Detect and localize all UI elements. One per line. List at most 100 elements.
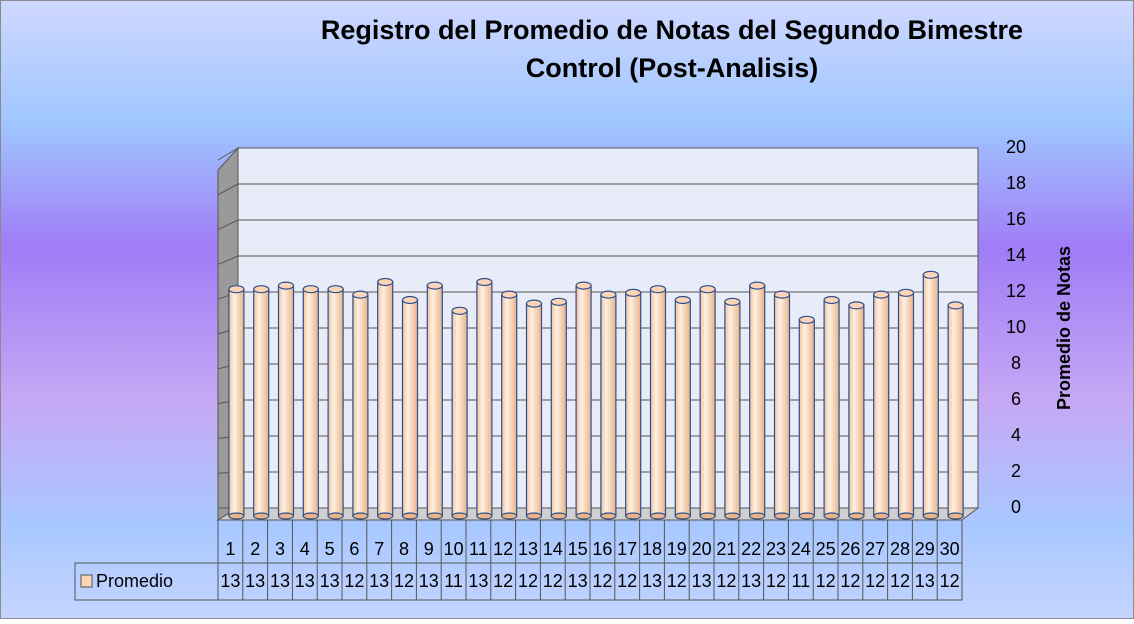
x-tick-label: 16	[592, 539, 612, 559]
bar-top	[377, 277, 394, 287]
bar-top	[302, 285, 319, 294]
value-label: 12	[543, 571, 563, 591]
bar	[724, 301, 741, 517]
bar-base	[773, 512, 791, 520]
x-tick-label: 6	[349, 539, 359, 559]
bar-base	[377, 512, 394, 520]
bar	[253, 288, 270, 517]
bar-base	[798, 512, 815, 520]
x-tick-label: 24	[791, 539, 811, 559]
bar-top	[848, 301, 865, 310]
bar-top	[476, 277, 493, 287]
bar-base	[352, 512, 369, 520]
bar-base	[426, 512, 443, 520]
x-tick-label: 9	[424, 539, 434, 559]
bar	[947, 304, 964, 517]
bar-top	[401, 295, 419, 305]
bar-base	[550, 512, 567, 520]
x-tick-label: 26	[840, 539, 860, 559]
bar	[674, 299, 691, 517]
bar-top	[749, 281, 766, 290]
bar-base	[575, 512, 592, 520]
value-label: 12	[890, 571, 910, 591]
bar	[897, 292, 915, 517]
value-label: 13	[568, 571, 588, 591]
bar	[823, 299, 840, 517]
bar-top	[525, 299, 543, 308]
y-tick-label: 10	[1006, 317, 1026, 337]
bar	[525, 303, 543, 517]
bar-base	[277, 512, 295, 520]
bar	[501, 294, 518, 517]
bar	[625, 292, 642, 517]
bar	[377, 281, 394, 517]
bar	[327, 288, 344, 517]
value-label: 12	[617, 571, 637, 591]
x-tick-label: 8	[399, 539, 409, 559]
bar-top	[451, 306, 468, 315]
bar-base	[823, 512, 840, 520]
bar-base	[600, 512, 617, 520]
grid-line	[217, 183, 239, 196]
value-label: 12	[940, 571, 960, 591]
x-tick-label: 13	[518, 539, 538, 559]
value-label: 11	[791, 571, 810, 591]
bar	[352, 294, 369, 517]
bar-top	[947, 301, 964, 310]
bar-top	[798, 315, 815, 324]
value-label: 13	[245, 571, 265, 591]
x-tick-label: 14	[543, 539, 563, 559]
chart-title: Control (Post-Analisis)	[526, 53, 819, 83]
bar-base	[228, 512, 245, 520]
bar-base	[451, 512, 468, 520]
x-tick-label: 4	[300, 539, 310, 559]
y-tick-label: 6	[1011, 389, 1021, 409]
bar-top	[922, 270, 939, 279]
bar-top	[550, 297, 567, 306]
bar-base	[327, 512, 344, 520]
bar-base	[649, 512, 667, 520]
value-label: 13	[642, 571, 662, 591]
value-label: 12	[840, 571, 860, 591]
bar	[773, 294, 791, 517]
bar	[476, 281, 493, 517]
value-label: 13	[741, 571, 761, 591]
value-label: 13	[220, 571, 240, 591]
y-tick-label: 4	[1011, 425, 1021, 445]
x-tick-label: 22	[741, 539, 761, 559]
bar-base	[525, 512, 543, 520]
value-label: 13	[692, 571, 712, 591]
x-tick-label: 21	[716, 539, 736, 559]
value-label: 12	[518, 571, 538, 591]
bars	[228, 270, 964, 520]
x-tick-label: 29	[915, 539, 935, 559]
x-tick-label: 20	[692, 539, 712, 559]
bar	[575, 285, 592, 517]
bar-top	[253, 285, 270, 294]
value-label: 12	[493, 571, 513, 591]
bar-top	[228, 285, 245, 294]
y-tick-label: 8	[1011, 353, 1021, 373]
value-label: 13	[295, 571, 315, 591]
value-label: 12	[865, 571, 885, 591]
bar	[749, 285, 766, 517]
value-label: 12	[816, 571, 836, 591]
table-frame	[74, 562, 963, 601]
x-tick-label: 30	[940, 539, 960, 559]
bar	[401, 299, 419, 517]
bar	[600, 294, 617, 517]
bar-base	[476, 512, 493, 520]
bar	[848, 304, 865, 517]
x-tick-label: 2	[250, 539, 260, 559]
value-label: 11	[444, 571, 463, 591]
bar	[699, 288, 716, 517]
value-label: 12	[344, 571, 364, 591]
grid-line	[217, 147, 239, 161]
bar-top	[823, 295, 840, 305]
x-tick-label: 27	[865, 539, 885, 559]
bar-base	[401, 512, 419, 520]
chart-title: Registro del Promedio de Notas del Segun…	[321, 15, 1023, 45]
bar-base	[749, 512, 766, 520]
y-tick-label: 16	[1006, 209, 1026, 229]
bar	[451, 310, 468, 517]
